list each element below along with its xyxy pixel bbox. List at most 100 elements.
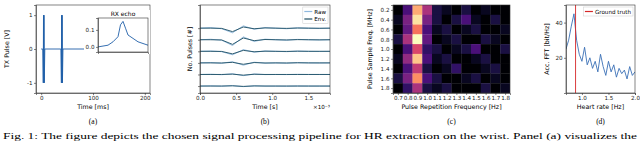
tick-mark	[391, 59, 393, 60]
heatmap-cell	[481, 54, 491, 64]
tick-mark	[391, 29, 393, 30]
tick: 0.5	[232, 93, 241, 101]
tick: 2.0	[631, 93, 640, 101]
heatmap-cell	[413, 73, 423, 83]
heatmap-cell	[403, 44, 413, 54]
tick-mark	[391, 69, 393, 70]
legend-item: Env.	[304, 16, 326, 22]
tick-mark	[34, 15, 36, 16]
heatmap-cell	[393, 5, 403, 15]
heatmap-cell	[461, 25, 471, 35]
heatmap-cell	[432, 5, 442, 15]
tick-mark	[34, 49, 36, 50]
heatmap-cell	[461, 64, 471, 74]
tick-label: 1.0	[578, 95, 587, 101]
x-axis-title: Time [ms]	[76, 103, 109, 110]
heatmap-cell	[500, 73, 510, 83]
panel: 1.0 1.5 2.0 2040 Ground truth	[555, 5, 640, 101]
series-line	[200, 74, 330, 75]
y-axis: 2040	[555, 6, 566, 94]
tick-label: 1.2	[443, 95, 452, 101]
tick-mark	[96, 30, 98, 31]
tick	[198, 51, 200, 52]
tick: 1.5	[472, 93, 481, 101]
heatmap-cell	[491, 25, 501, 35]
inset-background	[84, 10, 150, 54]
heatmap-cell	[403, 83, 413, 93]
x-axis-title: Time [s]	[251, 103, 278, 110]
panel: 0.00.51.01.5RawEnv.	[196, 5, 330, 101]
tick-label: 20	[555, 55, 563, 61]
heatmap-cell	[500, 34, 510, 44]
heatmap-cell	[491, 83, 501, 93]
tick-label: 100	[88, 95, 99, 101]
tick-label: 1.5	[472, 95, 481, 101]
tick	[198, 86, 200, 87]
tick: 1.4	[381, 66, 393, 72]
heatmap-cell	[500, 25, 510, 35]
tick: 0.0	[86, 44, 98, 50]
heatmap-cell	[442, 64, 452, 74]
tick-mark	[198, 86, 200, 87]
heatmap-cell	[442, 34, 452, 44]
heatmap-cell	[461, 83, 471, 93]
tick-mark	[198, 28, 200, 29]
tick-label: 0.8	[404, 95, 413, 101]
series-line	[200, 62, 330, 65]
tick-label: 0.0	[196, 95, 205, 101]
y-axis-title: Acc. FFT [bit/Hz]	[543, 23, 550, 74]
heatmap-cell	[413, 34, 423, 44]
series-line	[566, 14, 635, 79]
series-line	[200, 85, 330, 87]
panel: 0100200-101	[27, 5, 151, 101]
y-axis	[198, 6, 201, 94]
heatmap-cell	[413, 25, 423, 35]
heatmap-cell	[413, 44, 423, 54]
tick: 1.6	[381, 76, 393, 82]
tick: 0.7	[394, 93, 403, 101]
heatmap-cell	[481, 5, 491, 15]
panel-label: (d)	[596, 117, 605, 126]
heatmap-cell	[432, 34, 442, 44]
figure: 0100200-101Time [ms]TX Pulse [V](a)0.00.…	[0, 0, 640, 143]
tick-label: 1.1	[433, 95, 442, 101]
heatmap-cell	[452, 34, 462, 44]
tick-label: 1.5	[605, 95, 614, 101]
tick: 1.5	[605, 93, 614, 101]
heatmap-cell	[442, 44, 452, 54]
heatmap-cell	[481, 15, 491, 25]
y-axis-title: TX Pulse [V]	[3, 30, 10, 69]
x-axis: 1.0 1.5 2.0	[567, 93, 640, 101]
tick: 1	[29, 12, 36, 18]
tick: 20	[555, 55, 566, 61]
heatmap-cell	[481, 83, 491, 93]
heatmap-cell	[403, 64, 413, 74]
heatmap-cell	[442, 54, 452, 64]
tick-mark	[198, 63, 200, 64]
tick-label: 1.2	[381, 56, 390, 62]
plot-frame	[393, 5, 510, 93]
heatmap-cell	[491, 15, 501, 25]
plot-area	[98, 21, 148, 47]
panel: 0.70.80.91.01.11.21.31.41.51.61.71.80.20…	[381, 5, 511, 101]
tick-label: 1	[29, 12, 33, 18]
heatmap-cell	[471, 44, 481, 54]
heatmap-cell	[413, 64, 423, 74]
heatmap-cell	[403, 54, 413, 64]
legend-label: Raw	[314, 9, 326, 15]
heatmap-cell	[500, 5, 510, 15]
tick-mark	[198, 51, 200, 52]
tick: -1	[27, 80, 36, 86]
tick: 1.6	[482, 93, 491, 101]
plot-frame	[566, 5, 635, 93]
x-axis-title: Pulse Repetition Frequency [Hz]	[401, 103, 501, 111]
heatmap-cell	[500, 44, 510, 54]
legend: Ground truth	[583, 7, 633, 16]
series-line	[200, 86, 330, 87]
tick-label: 1.4	[462, 95, 471, 101]
heatmap-cell	[452, 15, 462, 25]
tick: 1.0	[381, 46, 393, 52]
tick-label: 1.6	[482, 95, 491, 101]
heatmap-cell	[471, 64, 481, 74]
heatmap-cell	[442, 25, 452, 35]
